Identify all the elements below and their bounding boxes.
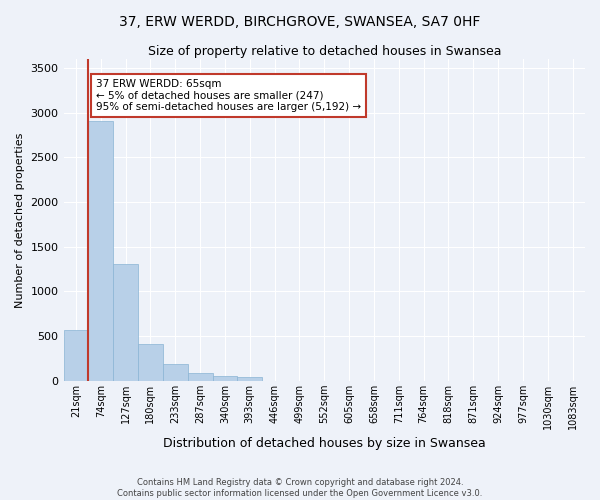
Bar: [163, 364, 188, 380]
Bar: [188, 374, 212, 380]
Bar: [212, 376, 238, 380]
Bar: [64, 330, 88, 380]
Bar: [88, 121, 113, 380]
Bar: [113, 264, 138, 380]
Text: 37 ERW WERDD: 65sqm
← 5% of detached houses are smaller (247)
95% of semi-detach: 37 ERW WERDD: 65sqm ← 5% of detached hou…: [96, 79, 361, 112]
Title: Size of property relative to detached houses in Swansea: Size of property relative to detached ho…: [148, 45, 501, 58]
Text: Contains HM Land Registry data © Crown copyright and database right 2024.
Contai: Contains HM Land Registry data © Crown c…: [118, 478, 482, 498]
Bar: [238, 377, 262, 380]
X-axis label: Distribution of detached houses by size in Swansea: Distribution of detached houses by size …: [163, 437, 485, 450]
Bar: [138, 344, 163, 381]
Text: 37, ERW WERDD, BIRCHGROVE, SWANSEA, SA7 0HF: 37, ERW WERDD, BIRCHGROVE, SWANSEA, SA7 …: [119, 15, 481, 29]
Y-axis label: Number of detached properties: Number of detached properties: [15, 132, 25, 308]
